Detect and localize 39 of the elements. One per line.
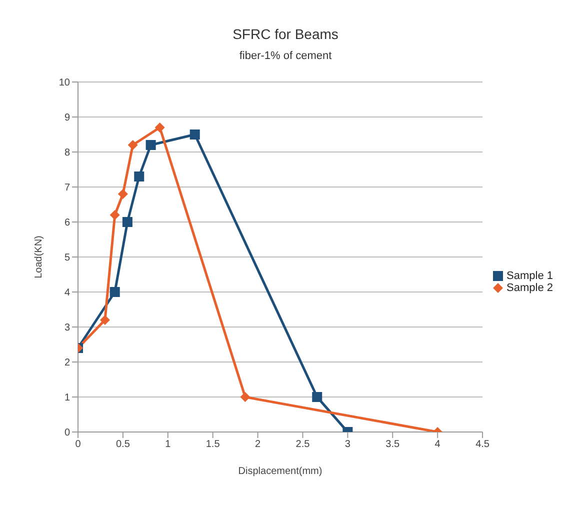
y-tick-label: 10 xyxy=(58,78,70,89)
x-tick-label: 1.5 xyxy=(206,439,220,450)
y-axis-title: Load(KN) xyxy=(34,236,45,278)
y-tick-label: 1 xyxy=(64,392,70,404)
y-tick-label: 8 xyxy=(64,148,70,159)
y-tick-label: 6 xyxy=(64,218,70,229)
point xyxy=(146,140,156,150)
y-tick-label: 3 xyxy=(64,322,70,334)
point xyxy=(100,315,110,325)
point xyxy=(128,140,138,150)
point xyxy=(240,392,250,402)
x-tick-label: 2.5 xyxy=(296,439,310,450)
y-tick-label: 5 xyxy=(64,252,70,264)
x-tick-label: 1 xyxy=(165,439,172,450)
point xyxy=(154,122,165,132)
x-tick-label: 3 xyxy=(344,439,351,450)
x-tick-label: 0.5 xyxy=(116,439,130,450)
chart-title: SFRC for Beams xyxy=(232,25,340,42)
x-tick-label: 4 xyxy=(434,439,441,450)
point xyxy=(122,217,132,227)
point xyxy=(110,287,120,297)
point xyxy=(312,392,322,402)
y-tick-label: 4 xyxy=(64,288,70,299)
legend-label: Sample 2 xyxy=(506,282,553,294)
y-tick-label: 0 xyxy=(64,428,70,439)
y-tick-label: 2 xyxy=(64,358,70,369)
y-tick-label: 9 xyxy=(64,112,70,124)
x-axis-title: Displacement(mm) xyxy=(238,466,322,477)
point xyxy=(190,130,200,140)
chart-subtitle: fiber-1% of cement xyxy=(238,49,333,62)
legend-label: Sample 1 xyxy=(506,270,553,282)
x-tick-label: 0 xyxy=(75,439,82,450)
x-tick-label: 4.5 xyxy=(476,439,490,450)
point xyxy=(118,189,128,199)
x-tick-label: 3.5 xyxy=(386,439,400,450)
x-tick-label: 2 xyxy=(255,439,262,450)
point xyxy=(134,172,144,182)
y-tick-label: 7 xyxy=(64,182,70,194)
point xyxy=(110,210,120,220)
